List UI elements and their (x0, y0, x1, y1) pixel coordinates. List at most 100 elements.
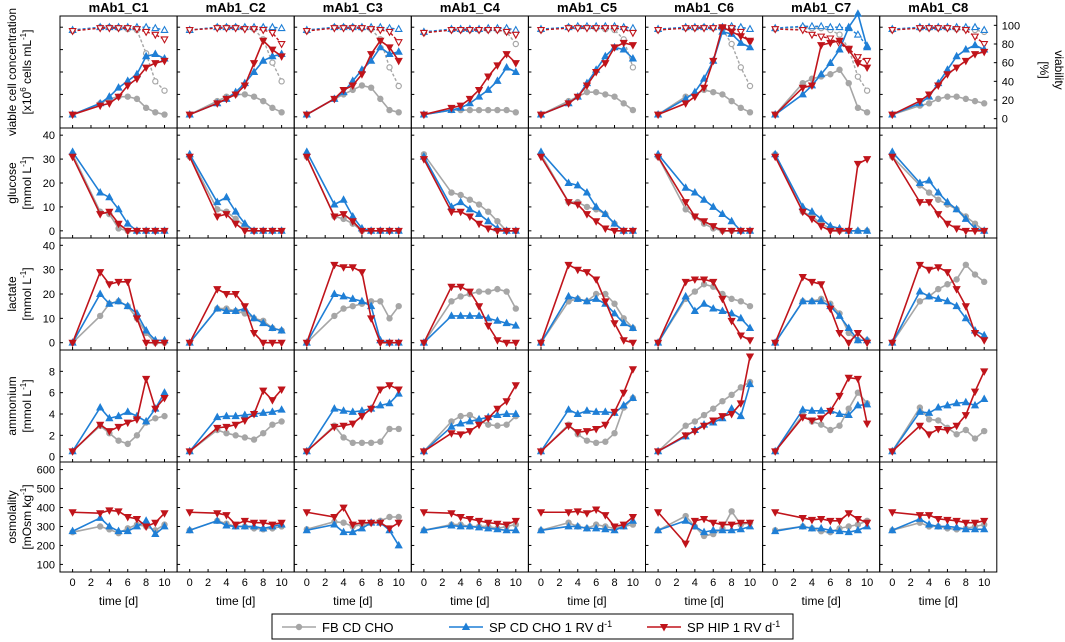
data-point (817, 415, 826, 423)
data-point (447, 520, 456, 529)
y-tick-label: 2 (49, 430, 55, 442)
data-point (953, 431, 960, 438)
panel (176, 127, 295, 239)
data-point (718, 521, 727, 530)
viability-point (970, 22, 980, 31)
viability-point (385, 28, 394, 37)
data-point (339, 527, 348, 536)
data-point (259, 408, 268, 416)
data-point (536, 525, 546, 534)
data-point (141, 64, 151, 73)
data-point (836, 66, 843, 73)
data-point (395, 302, 402, 310)
data-point (807, 296, 817, 305)
data-point (619, 45, 628, 53)
data-point (728, 508, 735, 515)
data-point (419, 525, 429, 534)
data-point (592, 425, 601, 434)
data-point (935, 285, 942, 293)
data-point (105, 507, 114, 515)
data-point (448, 189, 455, 196)
data-point (357, 71, 367, 79)
data-point (709, 519, 718, 528)
data-point (771, 509, 780, 517)
data-point (727, 521, 736, 530)
data-point (681, 540, 690, 549)
panel: 0 2 4 6 8 10 (293, 461, 412, 589)
viability-point (114, 25, 123, 33)
data-point (466, 106, 474, 114)
data-point (240, 303, 249, 311)
right-tick-label: 40 (1002, 76, 1014, 88)
data-point (943, 296, 952, 305)
data-point (96, 269, 105, 277)
viability-point (980, 41, 989, 49)
data-point (124, 440, 131, 448)
data-point (222, 411, 231, 420)
data-point (952, 301, 961, 310)
viability-point (185, 27, 194, 35)
data-point (817, 296, 826, 305)
data-point (502, 51, 511, 59)
viability-point (394, 39, 403, 47)
data-point (124, 93, 131, 100)
data-point (611, 300, 618, 307)
y-tick-label: 100 (37, 559, 55, 571)
data-point (474, 220, 484, 229)
data-point (934, 211, 943, 219)
data-point (619, 521, 628, 530)
data-point (602, 438, 609, 445)
data-point (222, 512, 231, 520)
data-point (447, 283, 456, 292)
viability-point (888, 27, 897, 35)
data-point (330, 213, 339, 222)
data-point (250, 436, 258, 443)
data-point (699, 276, 709, 284)
data-point (123, 219, 132, 227)
data-point (222, 520, 231, 529)
data-point (68, 509, 77, 517)
data-point (736, 38, 745, 46)
data-point (447, 208, 456, 217)
data-point (484, 216, 493, 225)
data-point (259, 37, 268, 46)
data-point (970, 524, 980, 533)
viability-point (835, 22, 844, 31)
viability-point (610, 25, 619, 33)
data-point (349, 439, 356, 446)
viability-point (160, 36, 169, 44)
data-point (853, 525, 863, 534)
x-axis-labels: time [d] time [d] time [d] time [d] time [d]… (99, 594, 958, 608)
data-point (817, 69, 826, 78)
data-point (817, 214, 826, 222)
data-point (728, 97, 735, 105)
data-point (484, 85, 493, 93)
data-point (628, 227, 638, 236)
panel (879, 349, 998, 463)
data-point (970, 227, 980, 236)
viability-point (339, 25, 348, 33)
data-point (699, 84, 709, 93)
data-point (690, 93, 699, 102)
x-tick-label: 6 (359, 577, 365, 589)
data-point (746, 109, 754, 116)
x-axis-label: time [d] (684, 594, 723, 608)
data-point (456, 311, 465, 319)
viability-point (277, 41, 286, 49)
data-point (502, 521, 511, 530)
data-point (96, 523, 104, 530)
panel (410, 237, 529, 351)
data-point (690, 213, 699, 222)
data-point (736, 33, 745, 41)
data-point (727, 227, 736, 236)
panel-titles: mAb1_C1 mAb1_C2 mAb1_C3 mAb1_C4 mAb1_C5 mAb1_… (89, 0, 969, 15)
data-point (691, 418, 699, 425)
data-point (835, 311, 844, 319)
data-point (826, 58, 835, 66)
data-point (915, 512, 924, 520)
panel (762, 349, 881, 463)
data-point (835, 330, 844, 338)
panel (762, 237, 881, 351)
data-point (385, 227, 394, 236)
data-point (105, 281, 114, 289)
